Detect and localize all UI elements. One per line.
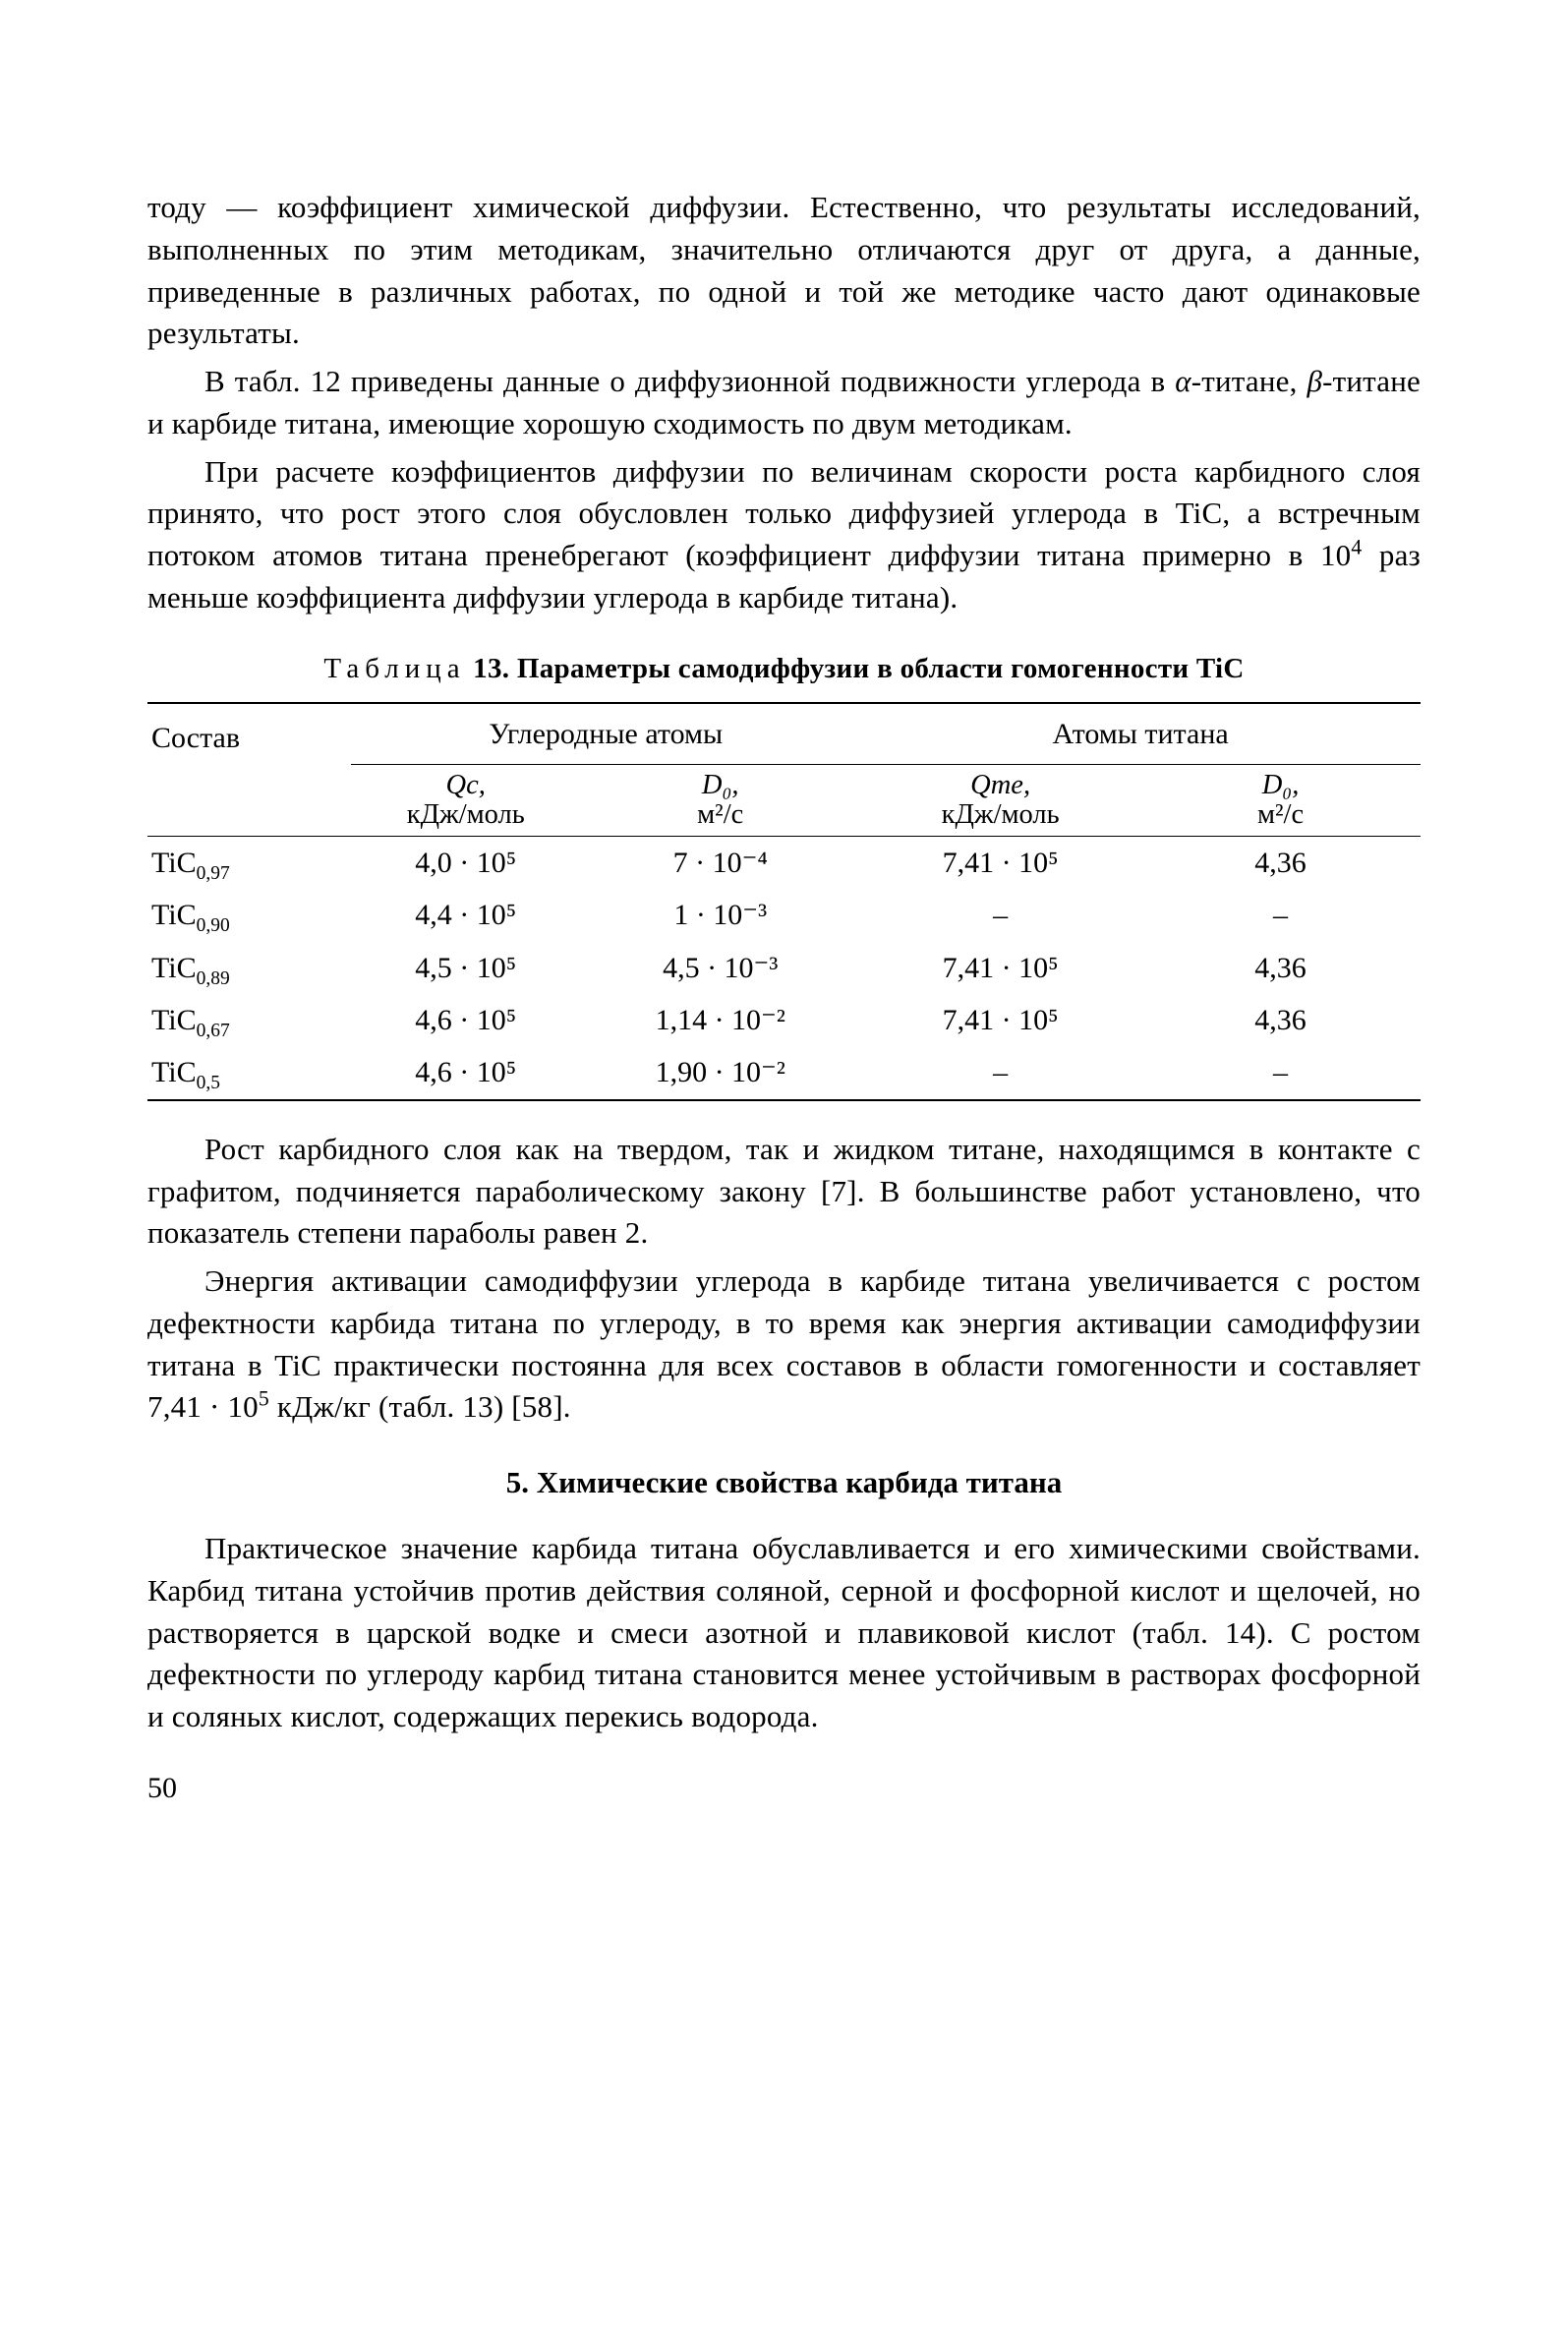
text: кДж/кг (табл. 13) [58]. [269, 1389, 571, 1424]
text: -титане, [1191, 364, 1307, 398]
cell-qme: 7,41 · 10⁵ [860, 836, 1140, 889]
cell-d0: 1,90 · 10⁻² [580, 1046, 860, 1099]
base: TiC [151, 1056, 197, 1088]
cell-d0b: 4,36 [1140, 994, 1421, 1046]
table-13: Состав Углеродные атомы Атомы титана Qс,… [147, 702, 1421, 1101]
alpha-symbol: α [1175, 364, 1191, 398]
subscript: 0,90 [197, 915, 230, 936]
text: В табл. 12 приведены данные о диффузионн… [204, 364, 1175, 398]
table-row: TiC0,97 4,0 · 10⁵ 7 · 10⁻⁴ 7,41 · 10⁵ 4,… [147, 836, 1421, 889]
cell-d0: 7 · 10⁻⁴ [580, 836, 860, 889]
exponent: 4 [1351, 536, 1362, 559]
unit: м²/с [697, 800, 743, 830]
cell-qc: 4,0 · 10⁵ [351, 836, 580, 889]
table-row: TiC0,89 4,5 · 10⁵ 4,5 · 10⁻³ 7,41 · 10⁵ … [147, 942, 1421, 994]
th-composition: Состав [147, 703, 351, 837]
paragraph-4: Рост карбидного слоя как на твердом, так… [147, 1129, 1421, 1255]
table-caption: Таблица 13. Параметры самодиффузии в обл… [147, 649, 1421, 688]
unit: кДж/моль [942, 800, 1060, 830]
th-qc: Qс,кДж/моль [351, 765, 580, 837]
table-row: TiC0,67 4,6 · 10⁵ 1,14 · 10⁻² 7,41 · 10⁵… [147, 994, 1421, 1046]
cell-d0: 1 · 10⁻³ [580, 889, 860, 941]
cell-d0b: – [1140, 1046, 1421, 1099]
unit: кДж/моль [407, 800, 525, 830]
caption-prefix: Таблица [323, 653, 465, 684]
base: TiC [151, 899, 197, 931]
paragraph-3: При расчете коэффициентов диффузии по ве… [147, 451, 1421, 619]
label: D₀, [1262, 770, 1300, 800]
section-title: 5. Химические свойства карбида титана [147, 1462, 1421, 1504]
subscript: 0,97 [197, 863, 230, 884]
base: TiC [151, 952, 197, 984]
cell-d0: 1,14 · 10⁻² [580, 994, 860, 1046]
page-number: 50 [147, 1768, 1421, 1808]
paragraph-5: Энергия активации самодиффузии углерода … [147, 1260, 1421, 1429]
cell-d0b: 4,36 [1140, 836, 1421, 889]
cell-qme: 7,41 · 10⁵ [860, 942, 1140, 994]
cell-qc: 4,6 · 10⁵ [351, 1046, 580, 1099]
th-carbon-atoms: Углеродные атомы [351, 703, 860, 765]
table-row: TiC0,90 4,4 · 10⁵ 1 · 10⁻³ – – [147, 889, 1421, 941]
th-d0-ti: D₀,м²/с [1140, 765, 1421, 837]
cell-composition: TiC0,97 [147, 836, 351, 889]
beta-symbol: β [1307, 364, 1322, 398]
subscript: 0,89 [197, 968, 230, 989]
cell-d0b: 4,36 [1140, 942, 1421, 994]
cell-composition: TiC0,89 [147, 942, 351, 994]
cell-composition: TiC0,90 [147, 889, 351, 941]
cell-qme: 7,41 · 10⁵ [860, 994, 1140, 1046]
cell-composition: TiC0,67 [147, 994, 351, 1046]
page: тоду — коэффициент химической диффузии. … [0, 0, 1568, 2342]
table-row: TiC0,5 4,6 · 10⁵ 1,90 · 10⁻² – – [147, 1046, 1421, 1099]
cell-qme: – [860, 889, 1140, 941]
subscript: 0,5 [197, 1073, 220, 1093]
paragraph-1: тоду — коэффициент химической диффузии. … [147, 187, 1421, 355]
th-titanium-atoms: Атомы титана [860, 703, 1421, 765]
base: TiC [151, 847, 197, 879]
cell-qc: 4,4 · 10⁵ [351, 889, 580, 941]
label: Qс, [446, 770, 486, 800]
label: D₀, [702, 770, 739, 800]
base: TiC [151, 1004, 197, 1036]
cell-d0b: – [1140, 889, 1421, 941]
cell-composition: TiC0,5 [147, 1046, 351, 1099]
cell-d0: 4,5 · 10⁻³ [580, 942, 860, 994]
th-d0-c: D₀,м²/с [580, 765, 860, 837]
paragraph-2: В табл. 12 приведены данные о диффузионн… [147, 361, 1421, 445]
cell-qc: 4,6 · 10⁵ [351, 994, 580, 1046]
exponent: 5 [259, 1387, 269, 1411]
unit: м²/с [1257, 800, 1304, 830]
th-qme: Qme,кДж/моль [860, 765, 1140, 837]
subscript: 0,67 [197, 1021, 230, 1041]
cell-qc: 4,5 · 10⁵ [351, 942, 580, 994]
paragraph-6: Практическое значение карбида титана обу… [147, 1528, 1421, 1738]
cell-qme: – [860, 1046, 1140, 1099]
label: Qme, [970, 770, 1030, 800]
text: При расчете коэффициентов диффузии по ве… [147, 454, 1421, 573]
caption-rest: 13. Параметры самодиффузии в области гом… [466, 653, 1245, 684]
